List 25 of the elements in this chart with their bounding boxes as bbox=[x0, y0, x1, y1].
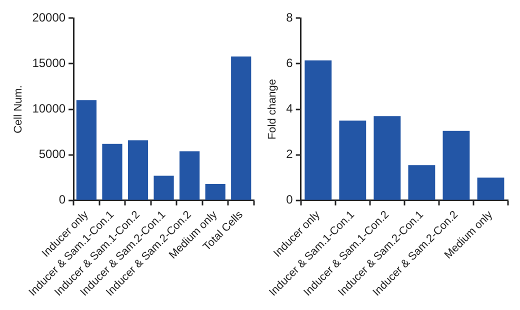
y-tick-label: 20000 bbox=[32, 10, 66, 25]
bar bbox=[231, 56, 252, 200]
bar bbox=[205, 184, 226, 200]
y-tick-label: 10000 bbox=[32, 102, 66, 116]
bar bbox=[477, 178, 504, 200]
y-tick-label: 4 bbox=[286, 102, 294, 116]
y-tick-label: 8 bbox=[286, 10, 294, 25]
bar bbox=[128, 140, 148, 200]
y-tick-label: 6 bbox=[286, 56, 294, 70]
y-axis-title: Fold change bbox=[266, 79, 279, 140]
y-axis-title: Cell Num. bbox=[12, 85, 25, 134]
y-tick-label: 2 bbox=[286, 147, 294, 162]
bar bbox=[374, 116, 401, 200]
y-tick-label: 0 bbox=[286, 192, 294, 207]
bar bbox=[442, 130, 470, 200]
y-tick-label: 0 bbox=[58, 192, 66, 207]
bar bbox=[180, 151, 200, 200]
bar bbox=[408, 165, 436, 200]
bar bbox=[102, 144, 122, 200]
bar bbox=[76, 100, 97, 200]
y-tick-label: 5000 bbox=[38, 147, 66, 162]
bar bbox=[304, 60, 332, 200]
y-tick-label: 15000 bbox=[32, 56, 66, 70]
bar bbox=[154, 176, 174, 200]
bar bbox=[339, 120, 366, 200]
